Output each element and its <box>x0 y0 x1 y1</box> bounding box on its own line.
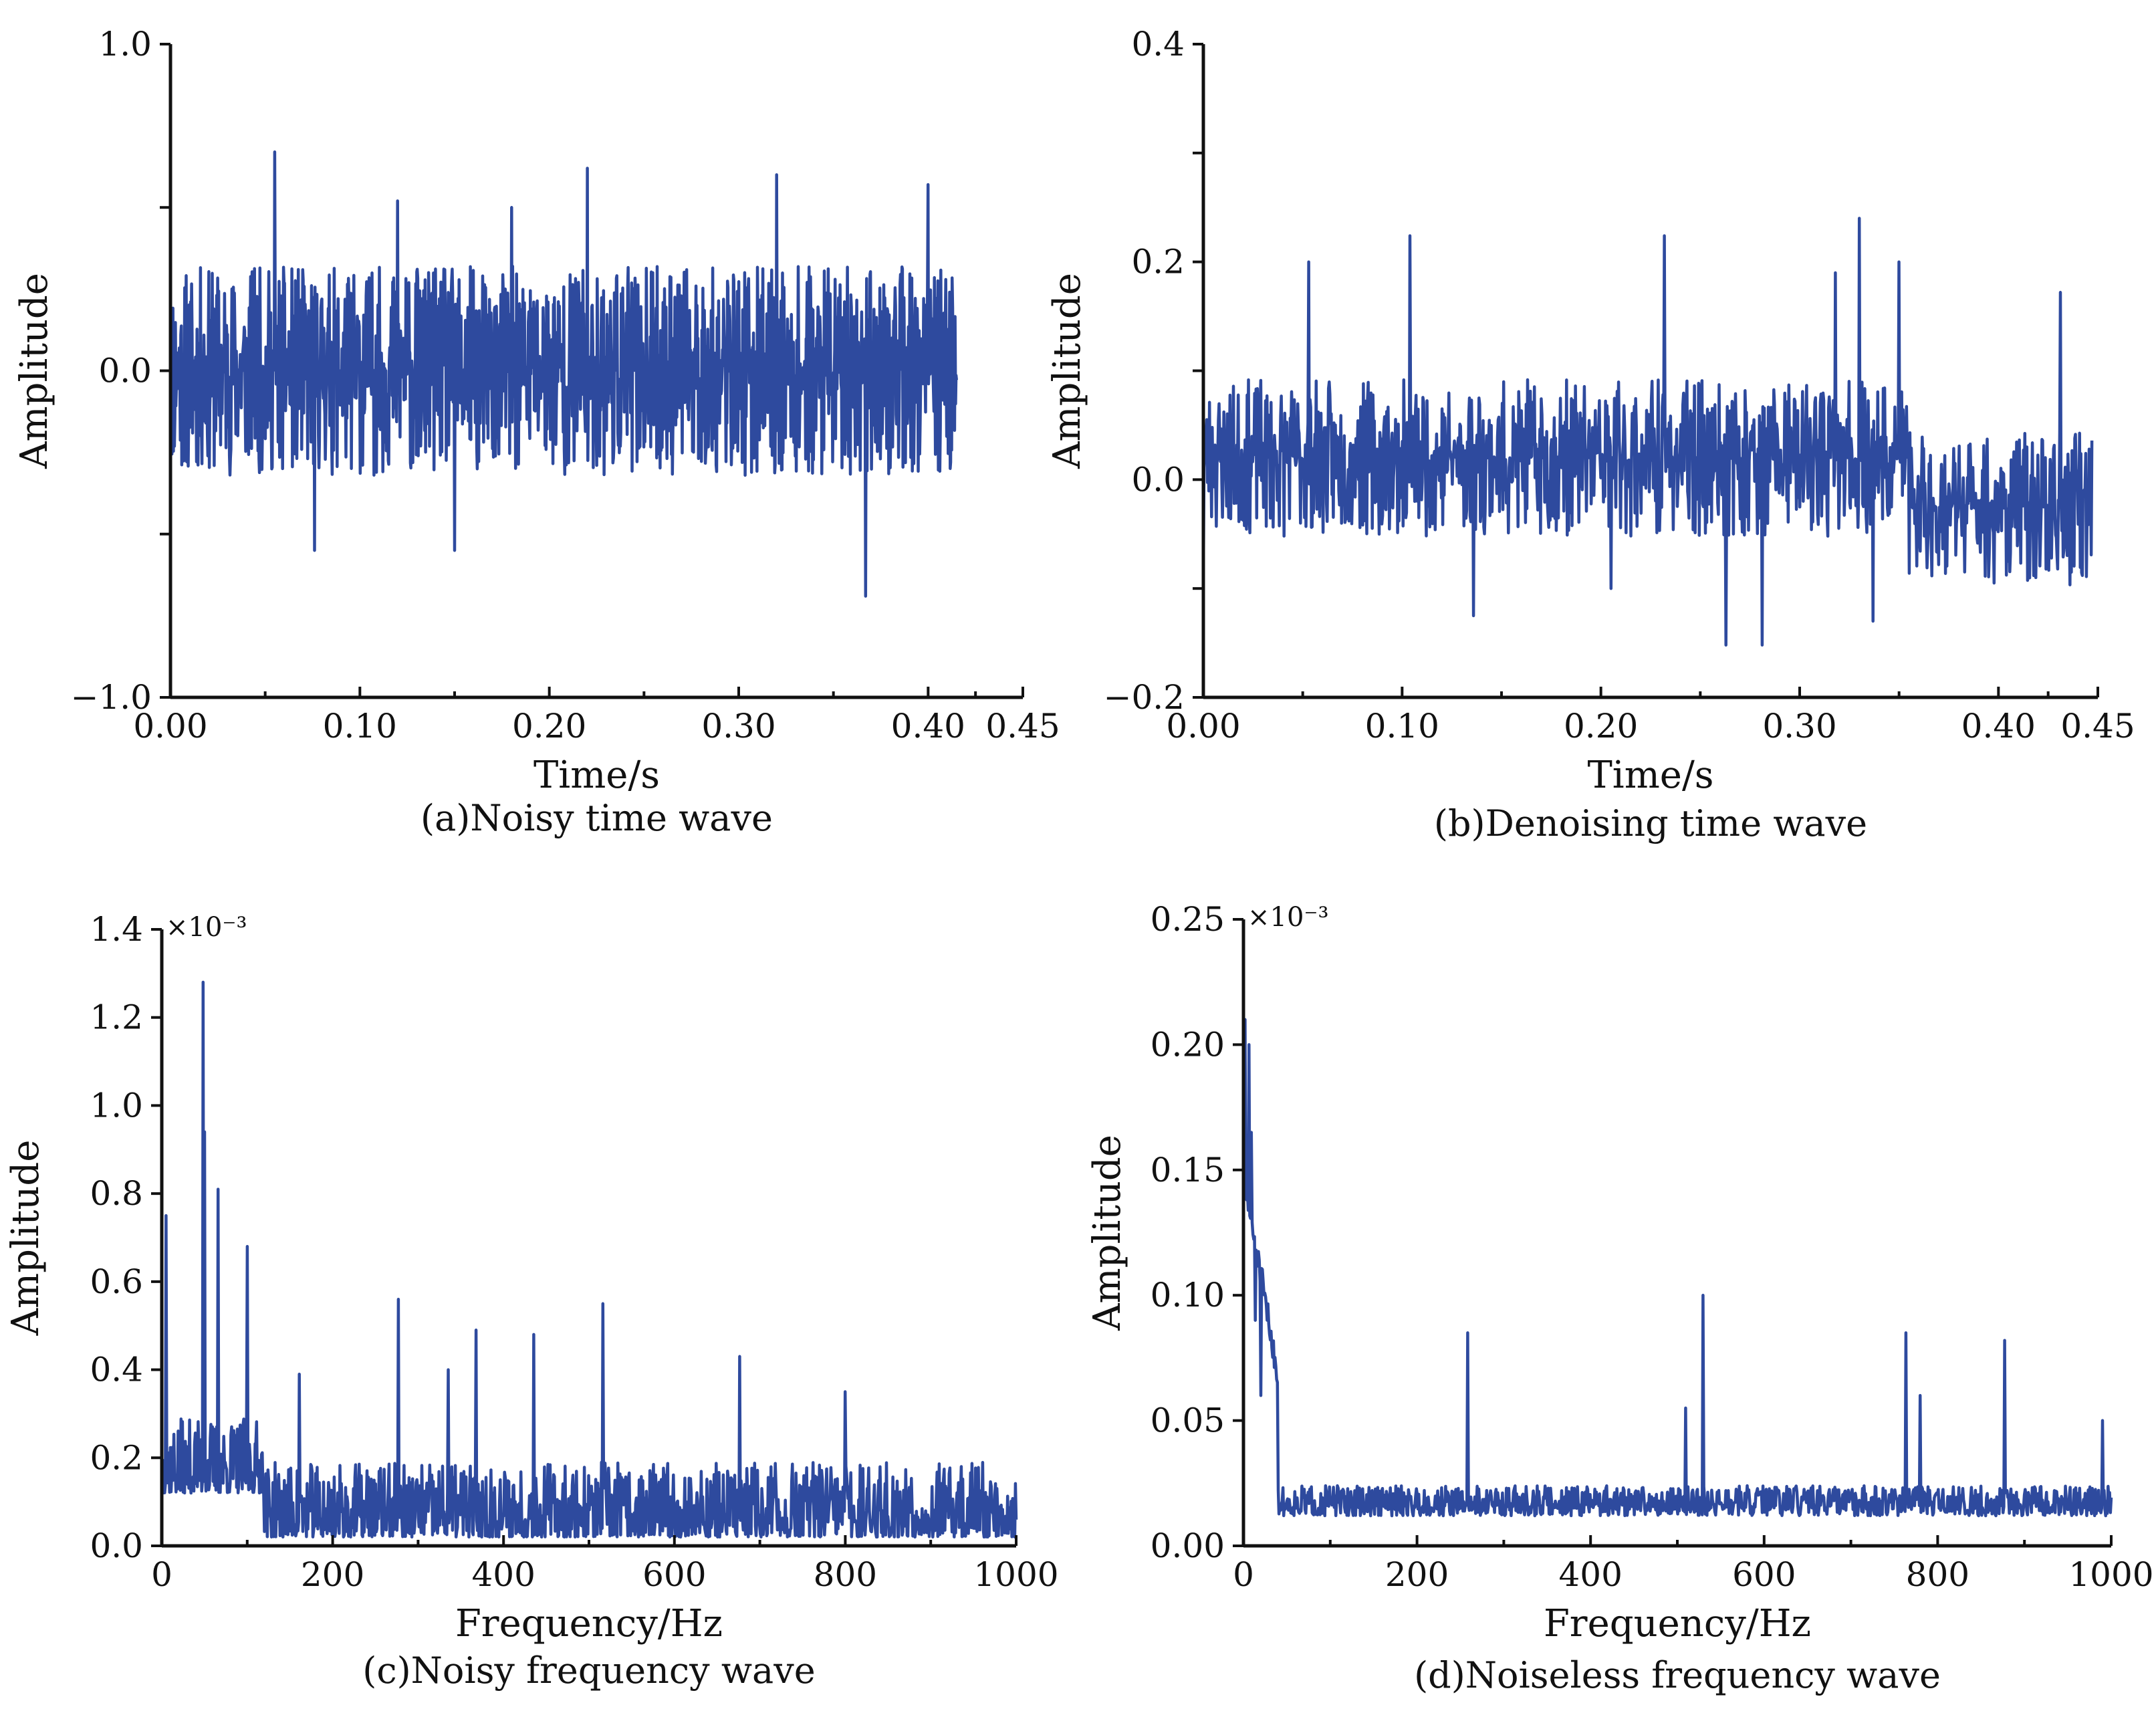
y-tick-label: 0.4 <box>90 1351 143 1389</box>
y-tick-label: 0.6 <box>90 1262 143 1301</box>
x-tick-label: 0.00 <box>133 707 207 746</box>
y-tick-label: 0.0 <box>98 352 152 390</box>
y-multiplier: ×10⁻³ <box>1247 902 1329 933</box>
x-tick-label: 200 <box>301 1555 364 1594</box>
y-axis-label: Amplitude <box>13 273 56 469</box>
x-tick-label: 400 <box>471 1555 535 1594</box>
y-tick-label: 0.2 <box>1131 243 1185 281</box>
x-axis-label: Frequency/Hz <box>455 1602 723 1645</box>
y-tick-label: 0.0 <box>1131 460 1185 499</box>
y-tick-label: 0.10 <box>1151 1276 1225 1315</box>
x-tick-label: 0.20 <box>1564 707 1638 746</box>
x-tick-label: 0.10 <box>1365 707 1439 746</box>
y-tick-label: 0.0 <box>90 1526 143 1565</box>
series-line-b <box>1201 217 2094 647</box>
x-tick-label: 1000 <box>2068 1555 2153 1594</box>
x-tick-label: 0.40 <box>891 707 965 746</box>
y-tick-label: 1.0 <box>90 1086 143 1125</box>
series-line-a <box>168 150 959 598</box>
panel-d: 0 200 400 600 800 1000 0.00 0.05 0.10 0.15 0.20 0.2… <box>1086 900 2154 1696</box>
y-tick-label: 1.0 <box>98 25 152 64</box>
x-tick-label: 600 <box>642 1555 706 1594</box>
panel-caption: (b)Denoising time wave <box>1434 802 1867 844</box>
panel-caption: (a)Noisy time wave <box>421 797 773 839</box>
x-axis-label: Frequency/Hz <box>1544 1602 1811 1645</box>
y-tick-label: 0.2 <box>90 1438 143 1477</box>
panel-caption: (d)Noiseless frequency wave <box>1414 1654 1941 1696</box>
panel-c: 0 200 400 600 800 1000 0.0 0.2 0.4 0.6 0.8 1.0 1.2 1.… <box>4 910 1059 1692</box>
y-tick-label: 0.20 <box>1151 1025 1225 1064</box>
x-tick-label: 0.40 <box>1961 707 2036 746</box>
y-axis-label: Amplitude <box>4 1140 47 1337</box>
y-tick-label: 0.05 <box>1151 1401 1225 1440</box>
y-tick-label: 0.15 <box>1151 1151 1225 1189</box>
y-tick-label: 1.4 <box>90 910 143 949</box>
panel-a: 0.00 0.10 0.20 0.30 0.40 0.45 −1.0 0.0 1.0 Time/s… <box>13 25 1060 839</box>
x-axis-label: Time/s <box>1587 754 1713 797</box>
series-line-d <box>1241 1018 2113 1518</box>
y-tick-label: 0.8 <box>90 1174 143 1213</box>
y-tick-label: −1.0 <box>71 678 152 717</box>
y-multiplier: ×10⁻³ <box>166 912 247 943</box>
panel-b: 0.00 0.10 0.20 0.30 0.40 0.45 −0.2 0.0 0.2 0.4 Tim… <box>1046 25 2135 844</box>
y-axis-label: Amplitude <box>1086 1135 1129 1331</box>
y-tick-label: −0.2 <box>1104 678 1185 717</box>
x-tick-label: 800 <box>1906 1555 1969 1594</box>
x-tick-label: 0 <box>1233 1555 1254 1594</box>
x-tick-label: 200 <box>1385 1555 1449 1594</box>
y-tick-label: 1.2 <box>90 998 143 1037</box>
x-axis-label: Time/s <box>533 754 660 797</box>
x-tick-label: 0 <box>151 1555 172 1594</box>
x-tick-label: 0.00 <box>1166 707 1240 746</box>
y-tick-label: 0.4 <box>1131 25 1185 64</box>
x-tick-label: 0.30 <box>1762 707 1836 746</box>
x-tick-label: 800 <box>814 1555 877 1594</box>
x-tick-label: 0.45 <box>2060 707 2135 746</box>
x-tick-label: 400 <box>1558 1555 1622 1594</box>
y-tick-label: 0.25 <box>1151 900 1225 939</box>
y-axis-label: Amplitude <box>1046 273 1089 469</box>
y-tick-label: 0.00 <box>1151 1526 1225 1565</box>
panel-caption: (c)Noisy frequency wave <box>362 1649 815 1692</box>
x-tick-label: 1000 <box>973 1555 1058 1594</box>
x-tick-label: 600 <box>1732 1555 1796 1594</box>
x-tick-label: 0.10 <box>323 707 397 746</box>
x-tick-label: 0.45 <box>985 707 1060 746</box>
x-tick-label: 0.30 <box>701 707 775 746</box>
x-tick-label: 0.20 <box>512 707 586 746</box>
series-line-c <box>160 980 1018 1539</box>
